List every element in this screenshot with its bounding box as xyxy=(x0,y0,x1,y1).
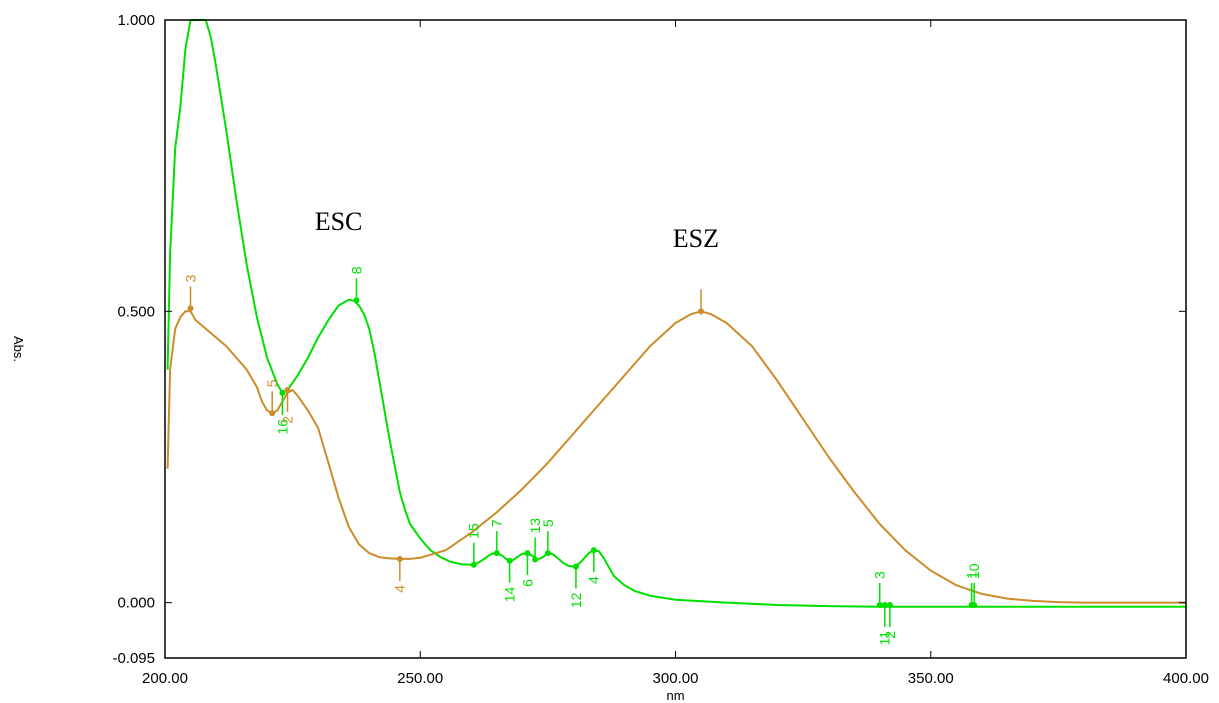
peak-marker-label: 11 xyxy=(877,631,893,646)
peak-marker-dot xyxy=(493,550,500,557)
peak-marker-dot xyxy=(470,561,477,568)
peak-marker: 8 xyxy=(348,266,364,304)
peak-marker-label: 4 xyxy=(586,576,602,584)
peak-marker-label: 2 xyxy=(279,416,295,424)
peak-marker: 13 xyxy=(527,518,543,563)
peak-marker-dot xyxy=(876,601,883,608)
peak-marker-label: 16 xyxy=(274,419,290,435)
peak-marker: 14 xyxy=(501,557,517,602)
peak-marker-label: 4 xyxy=(392,585,408,593)
peak-marker-dot xyxy=(532,556,539,563)
axis-label-layer: 200.00 250.00 300.00 350.00 400.00 1.000 0.500… xyxy=(112,12,1208,687)
peak-marker-dot xyxy=(698,308,705,315)
peak-marker-label: 2 xyxy=(882,631,898,639)
y-tick-label: 1.000 xyxy=(117,12,155,29)
peak-marker: 5 xyxy=(540,519,556,557)
peak-marker: 2 xyxy=(882,601,898,639)
peak-marker-label: 8 xyxy=(348,266,364,274)
x-tick-label: 350.00 xyxy=(908,670,954,687)
annotation-layer: ESC ESZ xyxy=(315,207,719,253)
peak-marker: 15 xyxy=(466,523,482,568)
peak-marker-dot xyxy=(524,550,531,557)
peak-marker: 4 xyxy=(586,547,602,584)
peak-marker-label: 5 xyxy=(540,519,556,527)
peak-marker-dot xyxy=(269,410,276,417)
peak-marker-label: 15 xyxy=(466,523,482,539)
y-tick-label: -0.095 xyxy=(112,650,155,667)
x-axis-title: nm xyxy=(666,688,684,703)
peak-marker-label: 1 xyxy=(963,571,979,579)
y-tick-label: 0.500 xyxy=(117,303,155,320)
x-tick-label: 200.00 xyxy=(142,670,188,687)
peak-marker-label: 10 xyxy=(966,563,982,579)
peak-marker-dot xyxy=(396,555,403,562)
y-axis-title: Abs. xyxy=(11,336,26,362)
peak-marker-dot xyxy=(572,563,579,570)
x-tick-label: 400.00 xyxy=(1163,670,1209,687)
peak-marker-label: 13 xyxy=(527,518,543,534)
peak-marker: 5 xyxy=(264,379,280,417)
y-tick-label: 0.000 xyxy=(117,595,155,612)
peak-marker-dot xyxy=(187,305,194,312)
peak-marker-dot xyxy=(284,386,291,393)
series-annotation: ESZ xyxy=(673,224,719,253)
peak-marker: 3 xyxy=(182,274,198,312)
x-tick-label: 250.00 xyxy=(397,670,443,687)
peak-marker-label: 12 xyxy=(568,592,584,608)
peak-marker: 6 xyxy=(519,550,535,587)
peak-marker-dot xyxy=(971,601,978,608)
x-tick-label: 300.00 xyxy=(653,670,699,687)
peak-marker-label: 3 xyxy=(872,571,888,579)
peak-marker: 2 xyxy=(279,386,295,424)
peak-marker: 7 xyxy=(489,519,505,557)
peak-marker-label: 3 xyxy=(182,274,198,282)
peak-marker-dot xyxy=(544,550,551,557)
peak-marker: 4 xyxy=(392,555,408,593)
peak-marker-dot xyxy=(506,557,513,564)
peak-marker-dot xyxy=(590,547,597,554)
peak-marker-label: 14 xyxy=(501,586,517,602)
peak-marker-dot xyxy=(881,601,888,608)
peak-marker: 11 xyxy=(877,601,893,646)
series-line-2 xyxy=(166,310,1186,604)
peak-marker-dot xyxy=(353,297,360,304)
peak-marker-dot xyxy=(886,601,893,608)
tick-layer xyxy=(164,19,1187,659)
peak-marker-label: 5 xyxy=(264,379,280,387)
peak-marker xyxy=(698,289,705,315)
peak-marker: 16 xyxy=(274,389,290,435)
peak-marker: 12 xyxy=(568,563,584,608)
peak-marker: 10 xyxy=(966,563,982,608)
peak-marker: 3 xyxy=(872,571,888,608)
series-annotation: ESC xyxy=(315,207,363,236)
peak-marker-dot xyxy=(279,389,286,396)
peak-marker-label: 6 xyxy=(519,579,535,587)
peak-marker-label: 7 xyxy=(489,519,505,527)
